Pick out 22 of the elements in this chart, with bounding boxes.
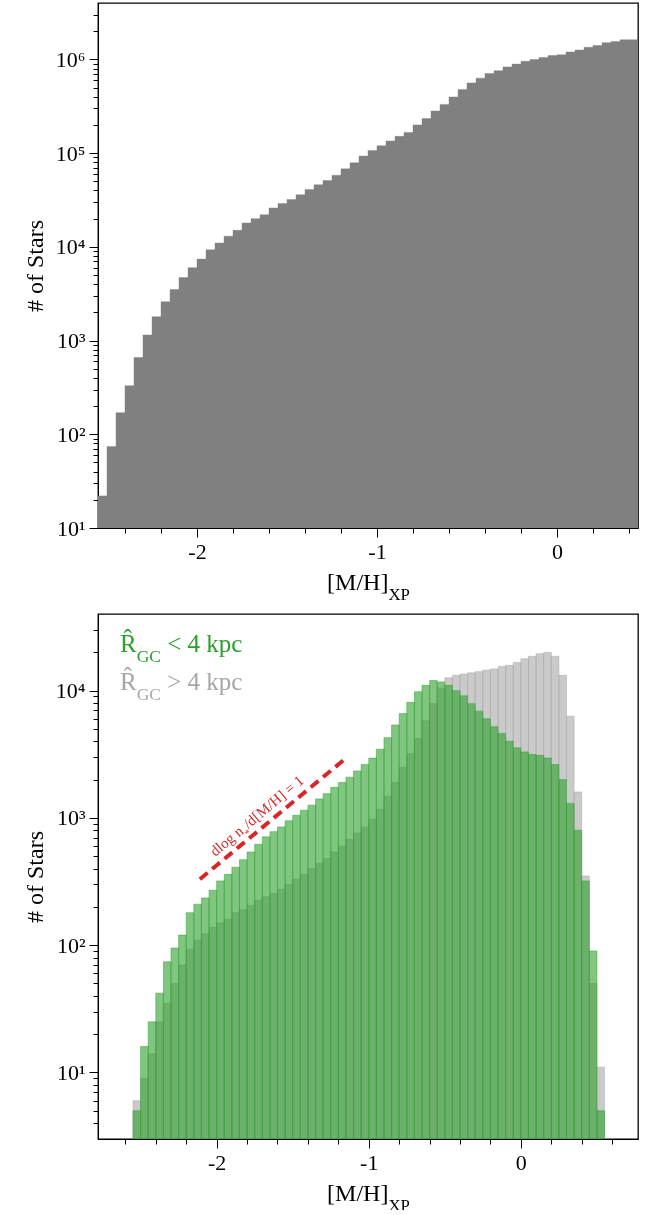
y-axis-title: # of Stars bbox=[21, 220, 48, 312]
y-tick-label: 10² bbox=[56, 932, 86, 958]
text: R̂$_{GC}$ > 4 kpc bbox=[120, 667, 243, 704]
y-tick-label: 10⁴ bbox=[55, 678, 86, 704]
y-tick-label: 10⁴ bbox=[55, 234, 86, 260]
x-tick-label: -2 bbox=[188, 538, 207, 564]
y-tick-label: 10³ bbox=[56, 805, 86, 831]
text: R̂$_{GC}$ < 4 kpc bbox=[120, 629, 243, 666]
y-axis-title: # of Stars bbox=[21, 831, 48, 923]
x-axis-title: [M/H]$_{XP}$ bbox=[327, 1179, 410, 1214]
y-tick-label: 10⁶ bbox=[55, 46, 86, 72]
y-tick-label: 10² bbox=[56, 421, 86, 447]
y-tick-label: 10¹ bbox=[56, 1059, 86, 1085]
x-axis-title: [M/H]$_{XP}$ bbox=[327, 568, 410, 603]
y-tick-label: 10³ bbox=[56, 328, 86, 354]
x-tick-label: -1 bbox=[360, 1149, 379, 1175]
x-tick-label: 0 bbox=[515, 1149, 527, 1175]
y-tick-label: 10⁵ bbox=[55, 140, 86, 166]
y-tick-label: 10¹ bbox=[56, 515, 86, 541]
x-tick-label: -1 bbox=[368, 538, 387, 564]
x-tick-label: -2 bbox=[207, 1149, 227, 1175]
x-tick-label: 0 bbox=[552, 538, 563, 564]
